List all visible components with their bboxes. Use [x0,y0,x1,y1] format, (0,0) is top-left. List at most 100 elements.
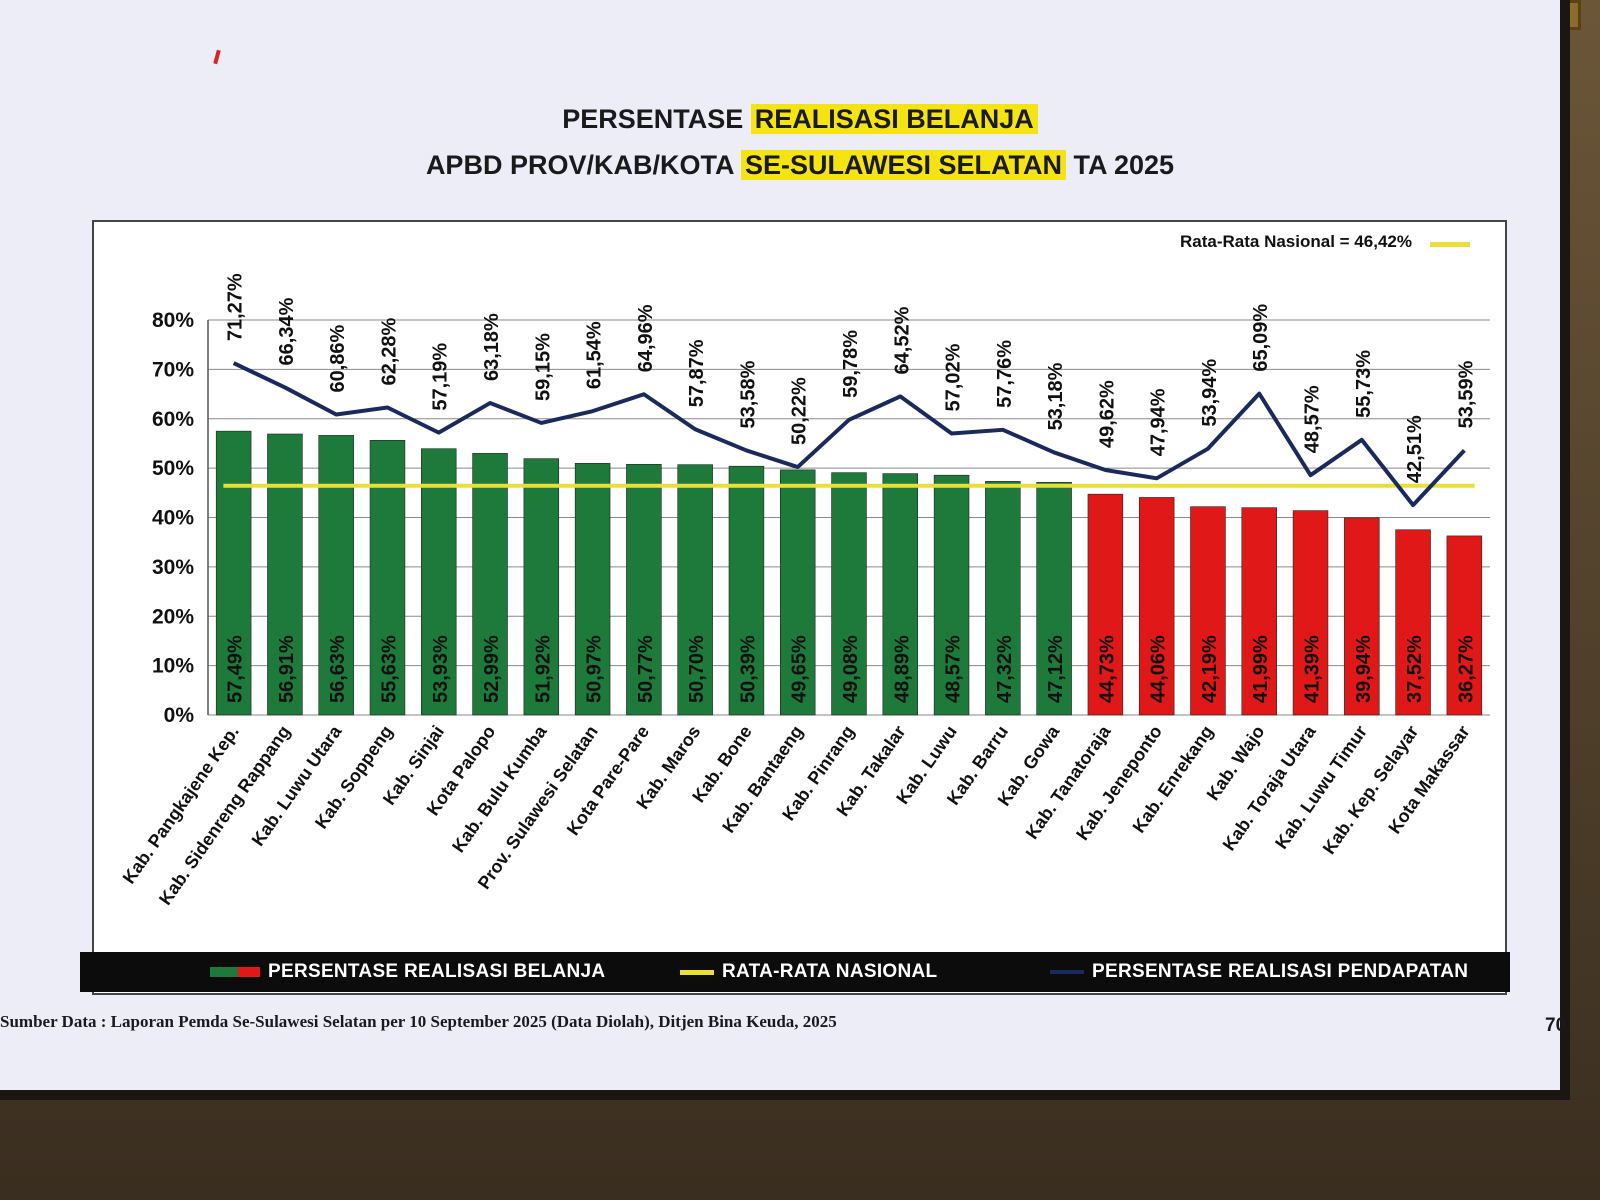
legend-swatch-yellow [680,969,714,975]
legend-label-nasional: RATA-RATA NASIONAL [722,961,938,982]
average-label: Rata-Rata Nasional = 46,42% [1180,232,1412,251]
bar [574,463,611,716]
line-value-label: 57,19% [430,343,452,411]
y-tick-label: 0% [164,704,195,727]
legend-item-pendapatan: PERSENTASE REALISASI PENDAPATAN [1050,952,1468,992]
line-value-label: 64,52% [891,306,913,374]
line-value-label: 57,87% [686,339,708,407]
bar [985,481,1021,716]
bar [626,464,662,716]
line-value-label: 66,34% [276,297,298,365]
source-note: Sumber Data : Laporan Pemda Se-Sulawesi … [0,1012,837,1031]
bar-value-label: 56,63% [327,635,349,703]
line-value-label: 59,78% [840,330,862,398]
bar [215,430,252,716]
bar-value-label: 39,94% [1353,635,1375,703]
title-line2-plain: APBD PROV/KAB/KOTA [425,150,734,180]
y-tick-label: 40% [152,507,194,530]
line-value-label: 59,15% [532,333,554,401]
title-line2-highlight: SE-SULAWESI SELATAN [740,150,1066,180]
line-value-label: 62,28% [378,317,400,385]
legend-label-belanja: PERSENTASE REALISASI BELANJA [268,961,606,982]
line-value-label: 47,94% [1148,388,1170,456]
category-label: Kab. Luwu Utara [248,721,346,850]
bar [523,458,560,716]
bar [1446,535,1483,716]
line-value-label: 53,58% [737,360,759,428]
bar [472,453,508,716]
bar-value-label: 37,52% [1404,635,1426,703]
pendapatan-line [232,361,1466,508]
chart-svg: 0% 10% 20% 30% 40% 50% 60% 70% 80% 57,49% 56,91% 56… [119,273,1490,909]
bar-value-label: 57,49% [225,635,247,703]
projection-screen: PERSENTASE REALISASI BELANJA APBD PROV/K… [0,0,1566,1090]
bar [1395,529,1431,716]
y-tick-label: 20% [152,605,194,628]
bar [728,465,765,716]
bar [421,448,457,716]
line-value-label: 60,86% [327,324,349,392]
line-value-label: 64,96% [635,304,657,372]
legend-swatch-red [238,967,260,977]
legend-item-belanja: PERSENTASE REALISASI BELANJA [210,952,605,992]
bar-value-label: 41,39% [1302,635,1324,703]
bar [677,464,713,716]
line-value-label: 53,59% [1455,360,1477,428]
legend-item-nasional: RATA-RATA NASIONAL [680,952,937,992]
y-tick-label: 80% [152,309,194,332]
line-value-label: 48,57% [1302,385,1324,453]
category-label: Kab. Bulu Kumba [448,721,551,856]
category-label: Kab. Luwu Timur [1271,722,1371,853]
title-line1-highlight: REALISASI BELANJA [750,104,1038,134]
bar-value-label: 41,99% [1250,635,1272,703]
line-value-label: 71,27% [225,273,247,341]
bar [1036,482,1072,716]
bar-value-label: 51,92% [532,635,554,703]
page-number: 70 [1545,1015,1567,1036]
line-value-label: 65,09% [1250,304,1272,372]
bar-value-label: 50,97% [584,635,606,703]
title-line-1: PERSENTASE REALISASI BELANJA [0,104,1600,135]
title-line2-tail: TA 2025 [1073,150,1175,180]
bar [1241,507,1277,716]
bar-value-label: 44,73% [1096,635,1118,703]
line-value-label: 61,54% [584,321,606,389]
bar-value-label: 36,27% [1455,635,1477,703]
bar [1138,497,1175,716]
bar-value-label: 44,06% [1148,635,1170,703]
line-value-label: 53,18% [1045,362,1067,430]
y-tick-label: 50% [152,457,194,480]
bar [779,469,816,716]
bar-value-label: 56,91% [276,635,298,703]
bar [831,472,867,716]
bar [1190,506,1226,716]
bar-value-label: 50,77% [635,635,657,703]
bar [933,474,970,716]
bar-value-label: 49,08% [840,635,862,703]
legend-label-pendapatan: PERSENTASE REALISASI PENDAPATAN [1092,961,1469,982]
y-tick-label: 60% [152,408,194,431]
title-line1-plain: PERSENTASE [562,104,744,134]
category-label: Kab. Toraja Utara [1219,721,1321,854]
legend-bar: PERSENTASE REALISASI BELANJA RATA-RATA N… [80,952,1510,992]
y-tick-label: 70% [152,358,194,381]
bar-value-label: 47,12% [1045,635,1067,703]
legend-swatch-green [210,967,238,977]
bar [267,433,303,716]
y-tick-label: 30% [152,556,194,579]
category-label: Kab. Kep. Selayar [1319,722,1423,858]
bar-value-label: 55,63% [378,635,400,703]
line-value-label: 53,94% [1199,359,1221,427]
bar-value-label: 42,19% [1199,635,1221,703]
y-tick-label: 10% [152,655,194,678]
bar [882,473,919,716]
bar-value-label: 48,57% [943,635,965,703]
line-value-label: 42,51% [1404,415,1426,483]
average-swatch [1430,242,1470,247]
title-line-2: APBD PROV/KAB/KOTA SE-SULAWESI SELATAN T… [0,150,1600,181]
bar [1087,493,1124,716]
bar-value-label: 50,70% [686,635,708,703]
bar-value-label: 53,93% [430,635,452,703]
line-value-label: 50,22% [789,377,811,445]
line-value-label: 57,02% [943,343,965,411]
